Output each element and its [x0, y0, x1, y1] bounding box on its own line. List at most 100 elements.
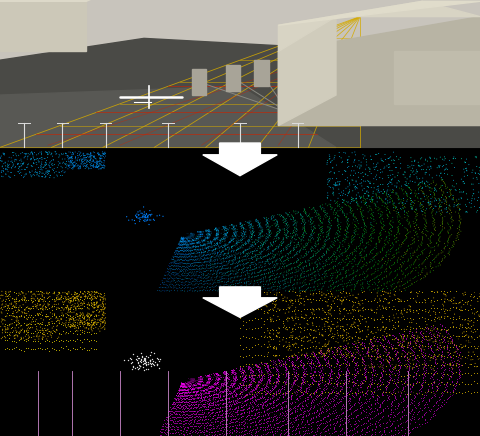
Point	[48, 161, 56, 168]
Point	[181, 235, 189, 242]
Point	[188, 376, 195, 383]
Point	[430, 389, 437, 396]
Point	[66, 319, 74, 326]
Point	[0, 169, 5, 176]
Point	[198, 237, 205, 244]
Point	[368, 341, 375, 348]
Point	[461, 159, 469, 166]
Point	[81, 162, 88, 169]
Point	[229, 373, 237, 380]
Point	[358, 353, 366, 360]
Point	[47, 158, 54, 165]
Point	[308, 248, 315, 255]
Point	[239, 377, 247, 384]
Point	[223, 229, 231, 236]
Point	[195, 252, 203, 259]
Point	[10, 319, 18, 326]
Point	[397, 361, 405, 368]
Point	[282, 216, 289, 223]
Point	[310, 395, 317, 402]
Point	[373, 347, 381, 354]
Point	[81, 316, 88, 323]
Point	[364, 177, 372, 184]
Point	[389, 277, 396, 284]
Point	[90, 322, 98, 329]
Point	[290, 379, 298, 386]
Point	[470, 190, 478, 197]
Point	[194, 411, 202, 418]
Point	[397, 353, 405, 360]
Point	[465, 349, 473, 356]
Point	[252, 388, 259, 395]
Point	[197, 230, 204, 237]
Point	[353, 362, 361, 369]
Point	[215, 243, 222, 250]
Point	[435, 331, 443, 338]
Point	[376, 428, 384, 435]
Point	[224, 261, 232, 268]
Point	[452, 235, 460, 242]
Point	[232, 249, 240, 256]
Point	[214, 249, 221, 256]
Point	[214, 401, 222, 408]
Point	[257, 272, 265, 279]
Point	[67, 306, 74, 313]
Point	[452, 332, 459, 339]
Point	[312, 278, 320, 285]
Point	[344, 260, 352, 267]
Point	[435, 242, 443, 249]
Point	[10, 313, 18, 320]
Point	[368, 247, 375, 254]
Point	[15, 168, 23, 175]
Point	[432, 347, 440, 354]
Point	[308, 410, 316, 417]
Point	[219, 270, 227, 277]
Point	[179, 379, 186, 386]
Point	[390, 200, 398, 207]
Point	[422, 232, 430, 239]
Point	[4, 303, 12, 310]
Point	[71, 164, 79, 170]
Point	[322, 355, 329, 362]
Point	[180, 235, 188, 242]
Point	[314, 357, 322, 364]
Point	[94, 164, 101, 171]
Point	[349, 320, 357, 327]
Point	[251, 273, 259, 280]
Point	[232, 374, 240, 381]
Point	[189, 247, 196, 254]
Point	[302, 364, 310, 371]
Point	[93, 312, 100, 319]
Point	[243, 405, 251, 412]
Point	[213, 228, 220, 235]
Point	[368, 228, 376, 235]
Point	[10, 160, 17, 167]
Point	[5, 161, 13, 168]
Point	[181, 379, 189, 386]
Point	[60, 159, 67, 166]
Point	[300, 338, 308, 345]
Point	[333, 357, 341, 364]
Point	[169, 285, 177, 292]
Point	[192, 381, 199, 388]
Point	[348, 239, 356, 246]
Point	[324, 189, 332, 196]
Point	[203, 245, 210, 252]
Point	[424, 387, 432, 394]
Point	[272, 361, 279, 368]
Point	[2, 288, 10, 295]
Point	[292, 231, 300, 238]
Point	[4, 168, 12, 175]
Point	[232, 365, 240, 372]
Point	[223, 369, 231, 376]
Point	[240, 276, 248, 283]
Point	[259, 395, 267, 402]
Point	[302, 367, 310, 374]
Point	[158, 422, 166, 429]
Point	[198, 410, 205, 417]
Point	[223, 281, 231, 288]
Point	[335, 233, 342, 240]
Point	[194, 403, 202, 410]
Point	[17, 327, 25, 334]
Point	[182, 382, 190, 389]
